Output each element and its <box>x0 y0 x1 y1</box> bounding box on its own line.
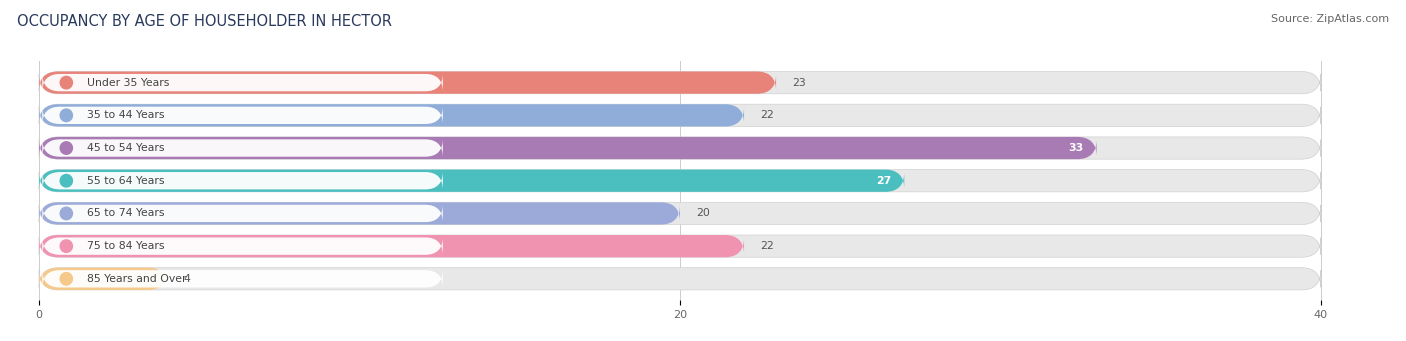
FancyBboxPatch shape <box>42 172 443 190</box>
FancyBboxPatch shape <box>39 268 1320 290</box>
FancyBboxPatch shape <box>39 202 1320 224</box>
FancyBboxPatch shape <box>39 169 904 192</box>
Text: 45 to 54 Years: 45 to 54 Years <box>87 143 165 153</box>
Text: Under 35 Years: Under 35 Years <box>87 78 170 88</box>
FancyBboxPatch shape <box>39 137 1097 159</box>
FancyBboxPatch shape <box>39 268 167 290</box>
FancyBboxPatch shape <box>39 169 1320 192</box>
Text: 22: 22 <box>761 110 773 120</box>
Text: 35 to 44 Years: 35 to 44 Years <box>87 110 165 120</box>
Text: 4: 4 <box>183 274 190 284</box>
Text: 27: 27 <box>876 176 891 186</box>
FancyBboxPatch shape <box>42 73 443 92</box>
FancyBboxPatch shape <box>39 104 1320 127</box>
Circle shape <box>60 272 73 285</box>
FancyBboxPatch shape <box>39 202 681 224</box>
Circle shape <box>60 240 73 252</box>
FancyBboxPatch shape <box>39 235 744 257</box>
Text: 23: 23 <box>792 78 806 88</box>
FancyBboxPatch shape <box>42 237 443 255</box>
Circle shape <box>60 142 73 154</box>
Text: 65 to 74 Years: 65 to 74 Years <box>87 208 165 219</box>
FancyBboxPatch shape <box>42 204 443 223</box>
Text: 75 to 84 Years: 75 to 84 Years <box>87 241 165 251</box>
Text: 33: 33 <box>1069 143 1084 153</box>
FancyBboxPatch shape <box>39 235 1320 257</box>
Text: Source: ZipAtlas.com: Source: ZipAtlas.com <box>1271 14 1389 24</box>
Circle shape <box>60 175 73 187</box>
FancyBboxPatch shape <box>39 104 744 127</box>
Circle shape <box>60 207 73 220</box>
FancyBboxPatch shape <box>39 72 776 94</box>
Circle shape <box>60 76 73 89</box>
FancyBboxPatch shape <box>42 269 443 288</box>
Circle shape <box>60 109 73 122</box>
Text: 22: 22 <box>761 241 773 251</box>
Text: 55 to 64 Years: 55 to 64 Years <box>87 176 165 186</box>
FancyBboxPatch shape <box>39 72 1320 94</box>
Text: OCCUPANCY BY AGE OF HOUSEHOLDER IN HECTOR: OCCUPANCY BY AGE OF HOUSEHOLDER IN HECTO… <box>17 14 392 29</box>
FancyBboxPatch shape <box>39 137 1320 159</box>
FancyBboxPatch shape <box>42 106 443 125</box>
Text: 20: 20 <box>696 208 710 219</box>
Text: 85 Years and Over: 85 Years and Over <box>87 274 187 284</box>
FancyBboxPatch shape <box>42 139 443 157</box>
